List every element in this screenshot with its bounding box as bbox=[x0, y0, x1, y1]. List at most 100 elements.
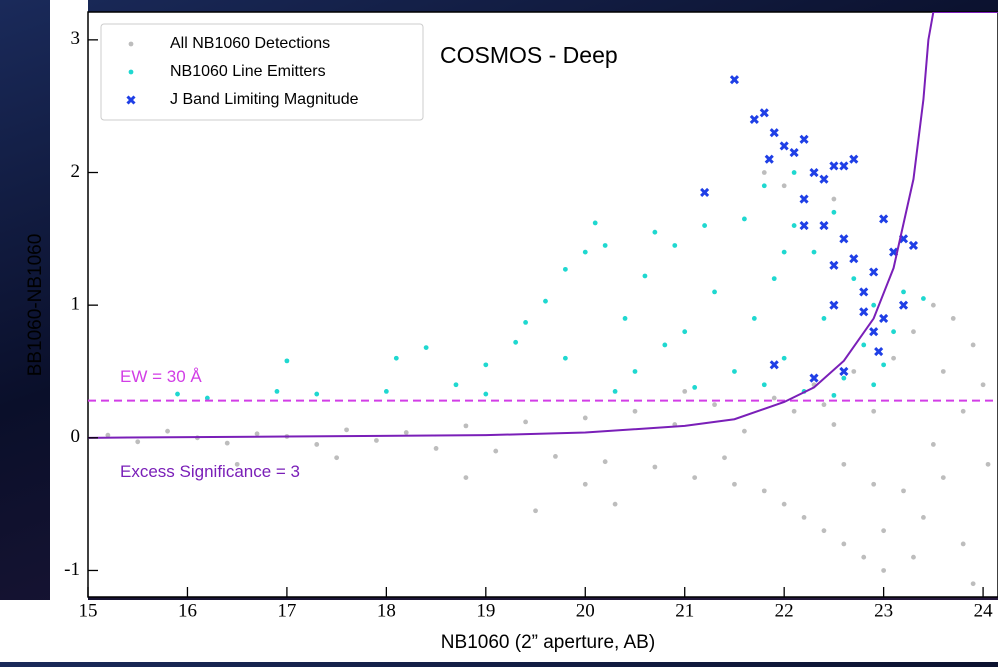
point bbox=[761, 382, 767, 388]
point bbox=[582, 481, 588, 487]
annotation: Excess Significance = 3 bbox=[120, 462, 300, 481]
point bbox=[602, 459, 608, 465]
x-tick-label: 17 bbox=[277, 600, 296, 621]
marker-x bbox=[819, 174, 829, 184]
marker-x bbox=[729, 75, 740, 85]
point bbox=[692, 475, 698, 481]
marker-x bbox=[126, 95, 136, 105]
marker-x bbox=[799, 221, 809, 231]
point bbox=[632, 369, 638, 374]
marker-x bbox=[809, 373, 819, 383]
point bbox=[165, 428, 170, 434]
point bbox=[712, 402, 717, 408]
threshold-curve bbox=[88, 12, 998, 439]
point bbox=[881, 528, 887, 534]
point bbox=[403, 430, 409, 435]
marker-x bbox=[769, 128, 779, 138]
x-tick-label: 19 bbox=[476, 600, 495, 621]
point bbox=[523, 419, 528, 425]
point bbox=[970, 581, 976, 587]
point bbox=[652, 229, 658, 235]
point bbox=[533, 508, 538, 514]
point bbox=[453, 382, 459, 388]
point bbox=[393, 355, 399, 361]
point bbox=[811, 249, 817, 255]
point bbox=[871, 408, 877, 414]
point bbox=[652, 464, 658, 470]
point bbox=[921, 296, 926, 301]
point bbox=[672, 243, 678, 248]
marker-x bbox=[869, 327, 879, 337]
marker-x bbox=[839, 366, 849, 377]
point bbox=[881, 568, 887, 573]
marker-x bbox=[869, 267, 879, 277]
point bbox=[911, 329, 916, 335]
point bbox=[930, 302, 936, 308]
x-tick-label: 18 bbox=[377, 600, 396, 621]
point bbox=[821, 402, 827, 408]
point bbox=[433, 446, 439, 451]
point bbox=[128, 41, 134, 47]
point bbox=[612, 388, 618, 394]
y-tick-label: 2 bbox=[71, 161, 81, 182]
point bbox=[791, 408, 797, 414]
x-tick-label: 24 bbox=[974, 600, 994, 621]
point bbox=[344, 427, 349, 433]
point bbox=[612, 501, 618, 507]
chart-title: COSMOS - Deep bbox=[440, 42, 618, 68]
marker-x bbox=[849, 254, 859, 264]
point bbox=[801, 515, 807, 520]
point bbox=[781, 183, 787, 189]
point bbox=[128, 69, 134, 75]
point bbox=[463, 423, 469, 429]
point bbox=[851, 369, 857, 374]
point bbox=[582, 249, 588, 255]
marker-x bbox=[700, 187, 710, 197]
point bbox=[702, 223, 708, 228]
point bbox=[781, 249, 787, 255]
point bbox=[791, 223, 797, 228]
point bbox=[901, 289, 906, 295]
point bbox=[741, 216, 747, 222]
marker-x bbox=[839, 234, 849, 244]
point bbox=[135, 439, 141, 445]
marker-x bbox=[819, 221, 829, 231]
point bbox=[871, 382, 877, 388]
point bbox=[831, 209, 837, 215]
point bbox=[841, 541, 847, 547]
legend-label: J Band Limiting Magnitude bbox=[170, 91, 359, 108]
point bbox=[761, 488, 767, 494]
point bbox=[722, 455, 727, 461]
point bbox=[383, 388, 389, 394]
point bbox=[741, 428, 747, 434]
x-tick-label: 15 bbox=[79, 600, 98, 621]
point bbox=[732, 481, 737, 487]
point bbox=[751, 316, 757, 321]
point bbox=[483, 362, 489, 368]
point bbox=[712, 289, 717, 295]
marker-x bbox=[764, 154, 774, 164]
marker-x bbox=[908, 240, 919, 251]
point bbox=[821, 316, 827, 321]
point bbox=[891, 355, 896, 361]
point bbox=[980, 382, 986, 388]
point bbox=[423, 345, 429, 351]
point bbox=[562, 355, 568, 361]
point bbox=[175, 391, 180, 397]
point bbox=[682, 388, 688, 394]
point bbox=[662, 342, 668, 348]
marker-x bbox=[759, 108, 769, 118]
point bbox=[732, 369, 737, 374]
point bbox=[761, 170, 767, 175]
point bbox=[632, 408, 638, 414]
point bbox=[791, 170, 797, 175]
marker-x bbox=[799, 194, 809, 204]
point bbox=[970, 342, 976, 348]
point bbox=[224, 440, 230, 446]
point bbox=[692, 385, 698, 390]
marker-x bbox=[749, 114, 759, 125]
x-tick-label: 23 bbox=[874, 600, 893, 621]
point bbox=[841, 461, 847, 467]
point bbox=[781, 355, 787, 361]
